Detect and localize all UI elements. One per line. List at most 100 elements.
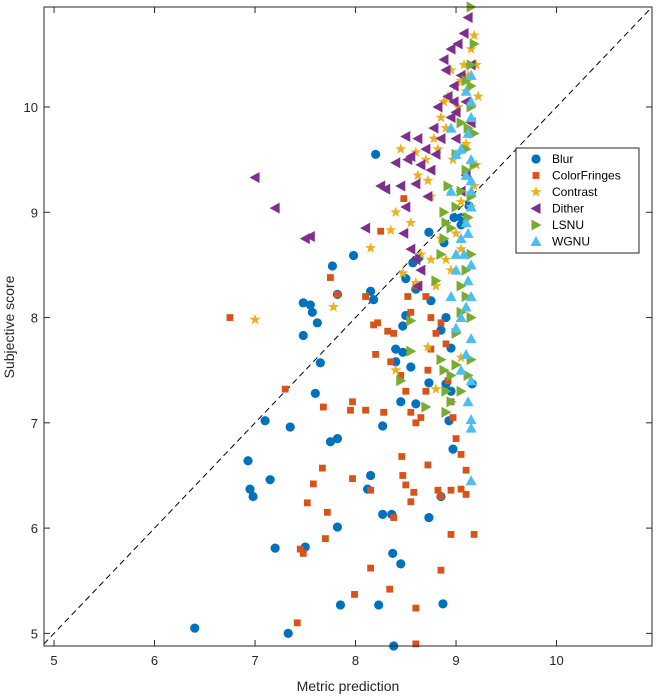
point-colorfringes [334,290,341,298]
point-dither [360,222,371,234]
point-blur [325,437,336,447]
point-contrast [432,143,444,154]
point-lsnu [466,312,477,324]
y-tick-label: 5 [31,626,38,641]
point-wgnu [462,127,474,138]
point-colorfringes [349,398,356,406]
point-lsnu [436,354,447,366]
point-blur [307,307,317,317]
point-dither [448,80,459,92]
point-contrast [455,74,467,86]
point-colorfringes [447,486,455,494]
point-colorfringes [417,414,425,421]
point-colorfringes [347,406,354,414]
point-contrast [430,383,442,394]
point-wgnu [465,69,477,80]
point-blur [396,397,406,407]
point-colorfringes [422,293,430,300]
point-wgnu [462,227,474,238]
legend: Blur ColorFringes Contrast Dither LSNU WGNU [515,147,640,254]
point-wgnu [455,312,467,323]
point-contrast [470,59,482,70]
point-contrast [438,95,450,107]
point-lsnu [461,75,472,87]
point-lsnu [456,306,467,318]
point-dither [405,243,416,255]
point-colorfringes [398,453,406,460]
point-colorfringes [457,485,465,493]
x-tick-label: 7 [251,653,258,668]
point-wgnu [455,364,467,375]
point-colorfringes [296,545,304,553]
point-dither [445,112,456,124]
point-colorfringes [367,564,375,572]
point-lsnu [456,117,467,129]
point-lsnu [461,290,472,302]
point-dither [458,27,469,39]
point-lsnu [443,180,454,192]
point-dither [422,190,433,202]
plot-frame [43,6,653,647]
point-colorfringes [447,531,455,538]
point-contrast [445,64,457,75]
point-dither [435,133,446,145]
point-dither [400,201,411,213]
point-dither [405,150,416,162]
point-blur [348,250,359,261]
point-dither [438,54,449,66]
point-contrast [410,146,422,157]
point-blur [374,600,384,610]
point-colorfringes [412,604,420,612]
point-colorfringes [407,308,415,316]
point-colorfringes [386,585,394,593]
point-wgnu [465,96,477,107]
point-colorfringes [434,486,442,494]
point-colorfringes [309,480,317,488]
point-blur [411,399,421,409]
point-wgnu [450,322,462,333]
legend-marker-colorfringes [532,172,540,179]
point-colorfringes [321,535,329,543]
point-wgnu [465,112,477,123]
y-tick-label: 10 [24,100,38,115]
point-contrast [249,313,261,325]
point-wgnu [460,217,472,228]
point-lsnu [461,264,472,276]
point-colorfringes [424,461,432,469]
point-wgnu [455,143,467,154]
point-blur [298,298,308,308]
point-blur [449,212,459,223]
point-blur [315,358,325,368]
point-lsnu [421,401,432,413]
x-tick-label: 10 [549,653,563,668]
point-colorfringes [323,508,331,516]
point-dither [452,38,463,50]
point-blur [332,522,343,532]
point-dither [415,159,426,171]
x-tick-label: 9 [452,653,459,668]
point-colorfringes [303,499,311,507]
point-blur [378,421,388,431]
point-dither [445,43,456,55]
point-contrast [420,153,432,165]
point-contrast [390,364,402,375]
point-blur [398,321,408,331]
point-colorfringes [372,350,380,358]
point-colorfringes [424,366,432,374]
point-colorfringes [400,195,408,202]
point-dither [462,12,473,24]
point-wgnu [465,333,477,344]
point-colorfringes [281,385,289,393]
point-blur [438,599,448,609]
point-wgnu [465,175,477,186]
point-wgnu [465,475,477,486]
point-wgnu [465,422,477,433]
point-contrast [415,248,427,260]
point-blur [424,227,434,237]
legend-marker-lsnu [531,219,542,231]
point-dither [410,178,421,190]
point-dither [395,180,406,192]
y-tick-label: 6 [31,521,38,536]
legend-marker-wgnu [530,236,542,246]
